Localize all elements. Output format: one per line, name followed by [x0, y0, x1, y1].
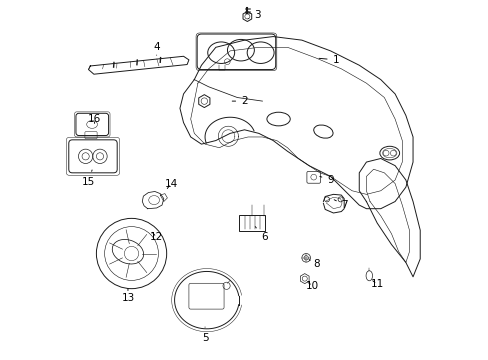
Text: 6: 6 [255, 226, 267, 242]
Text: 11: 11 [370, 279, 383, 289]
Text: 12: 12 [150, 232, 163, 242]
Text: 3: 3 [247, 10, 260, 20]
Text: 10: 10 [305, 281, 319, 291]
Text: 5: 5 [202, 327, 208, 343]
Text: 13: 13 [121, 289, 134, 303]
Text: 2: 2 [232, 96, 247, 106]
Text: 4: 4 [153, 42, 160, 55]
Text: 1: 1 [318, 55, 339, 65]
Text: 15: 15 [81, 170, 95, 187]
Text: 8: 8 [308, 259, 319, 269]
Text: 7: 7 [333, 200, 347, 210]
Text: 14: 14 [164, 179, 177, 189]
Text: 16: 16 [88, 114, 101, 124]
Text: 9: 9 [319, 175, 333, 185]
